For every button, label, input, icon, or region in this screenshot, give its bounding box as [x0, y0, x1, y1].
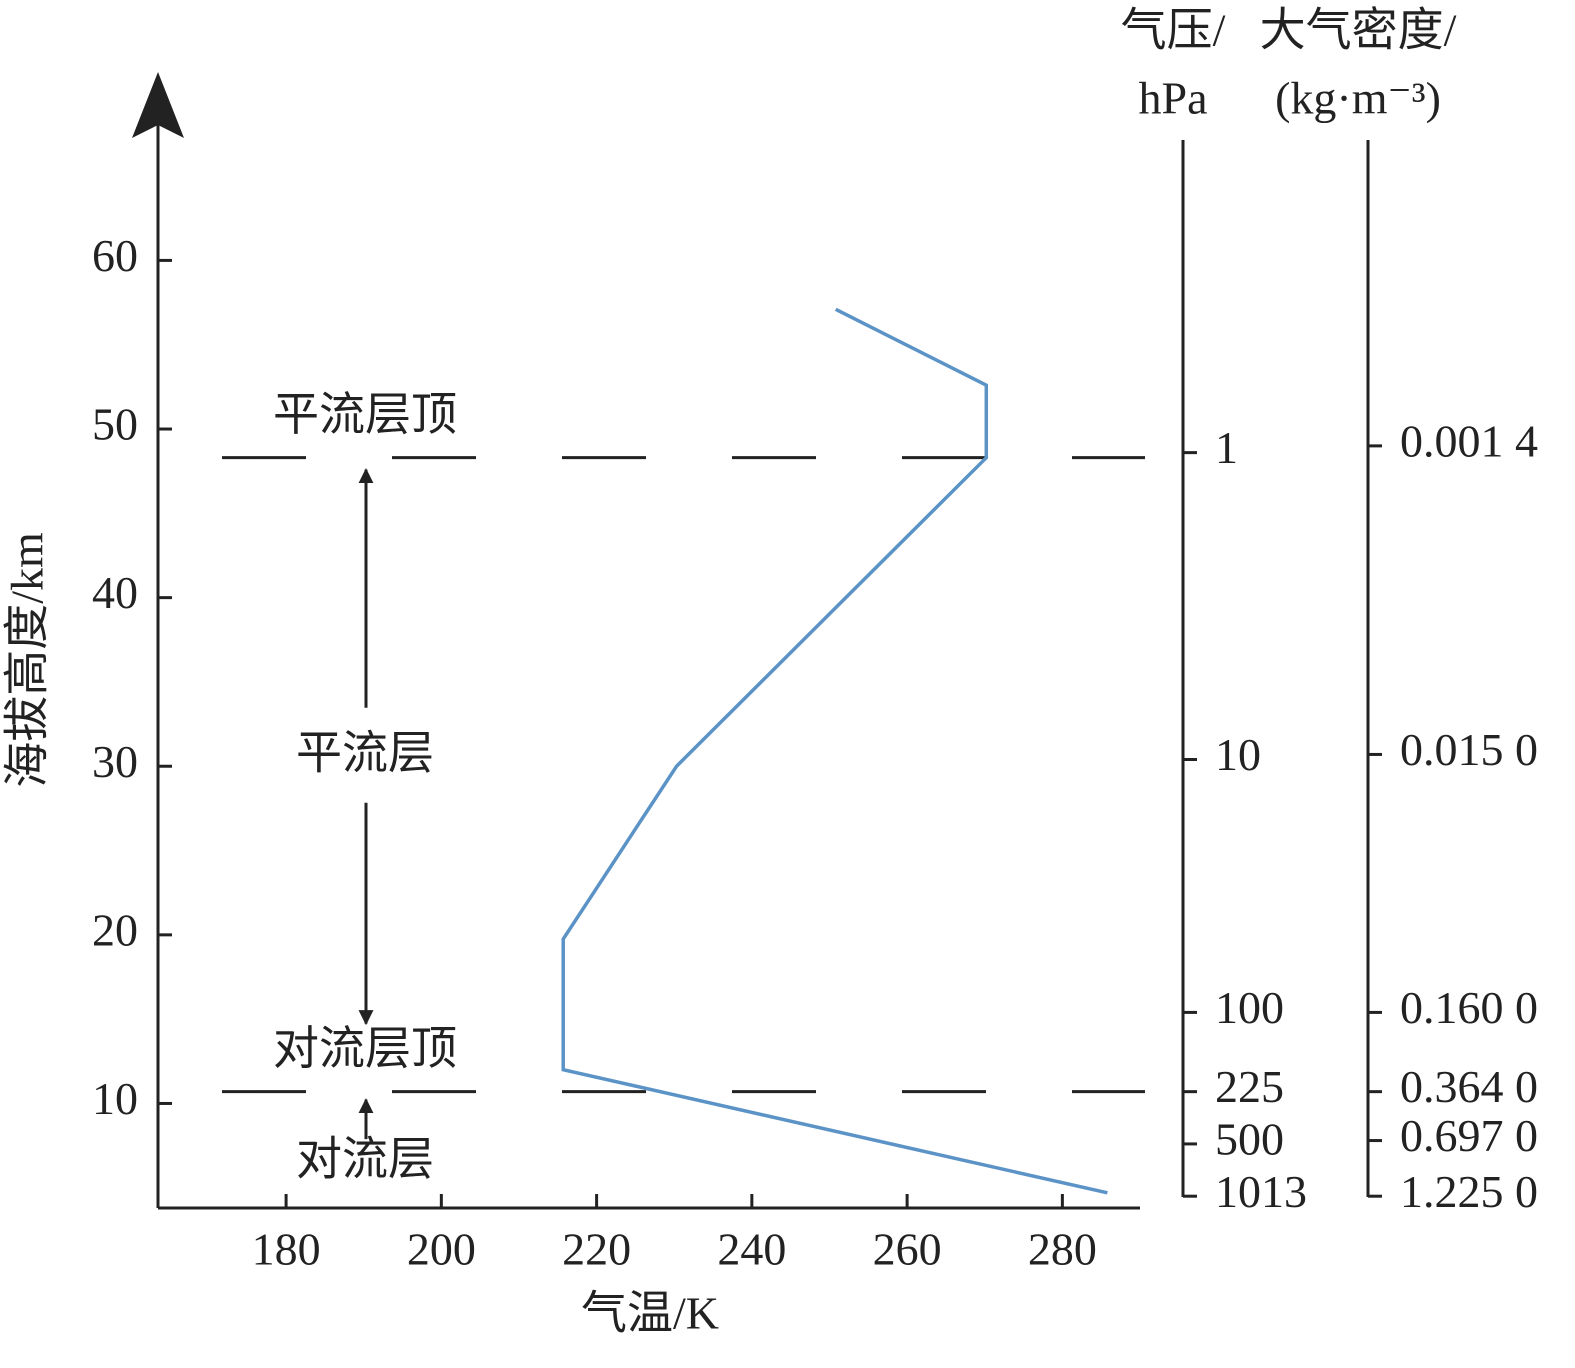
side-axis-title: (kg·m⁻³)	[1275, 73, 1441, 124]
x-tick-label: 260	[873, 1224, 942, 1275]
side-tick-label: 0.364 0	[1400, 1061, 1538, 1112]
line	[561, 307, 1108, 1195]
boundary-label: 平流层顶	[273, 389, 457, 440]
side-tick-label: 500	[1215, 1113, 1284, 1164]
y-tick-label: 40	[92, 567, 138, 618]
layer-label: 对流层	[296, 1134, 434, 1185]
x-tick-label: 200	[407, 1224, 476, 1275]
side-tick-label: 0.001 4	[1400, 415, 1538, 466]
y-tick-label: 60	[92, 230, 138, 281]
y-tick-label: 10	[92, 1073, 138, 1124]
side-tick-label: 0.015 0	[1400, 724, 1538, 775]
boundary-label: 对流层顶	[273, 1023, 457, 1074]
side-axis-title: hPa	[1139, 73, 1208, 124]
side-tick-label: 100	[1215, 982, 1284, 1033]
y-tick-label: 50	[92, 399, 138, 450]
y-axis-label: 海拔高度/km	[2, 532, 53, 788]
x-tick-label: 280	[1028, 1224, 1097, 1275]
side-axis-title: 大气密度/	[1260, 5, 1457, 56]
y-axis-arrow	[132, 72, 184, 138]
y-tick-label: 20	[92, 904, 138, 955]
x-tick-label: 220	[562, 1224, 631, 1275]
y-tick-label: 30	[92, 736, 138, 787]
side-tick-label: 10	[1215, 729, 1261, 780]
x-tick-label: 240	[717, 1224, 786, 1275]
side-tick-label: 1.225 0	[1400, 1166, 1538, 1217]
side-tick-label: 225	[1215, 1061, 1284, 1112]
side-tick-label: 1013	[1215, 1166, 1307, 1217]
side-tick-label: 1	[1215, 422, 1238, 473]
layer-label: 平流层	[296, 727, 434, 778]
x-tick-label: 180	[252, 1224, 321, 1275]
side-axis-title: 气压/	[1121, 5, 1226, 56]
side-tick-label: 0.160 0	[1400, 982, 1538, 1033]
x-axis-label: 气温/K	[581, 1288, 719, 1339]
side-tick-label: 0.697 0	[1400, 1110, 1538, 1161]
